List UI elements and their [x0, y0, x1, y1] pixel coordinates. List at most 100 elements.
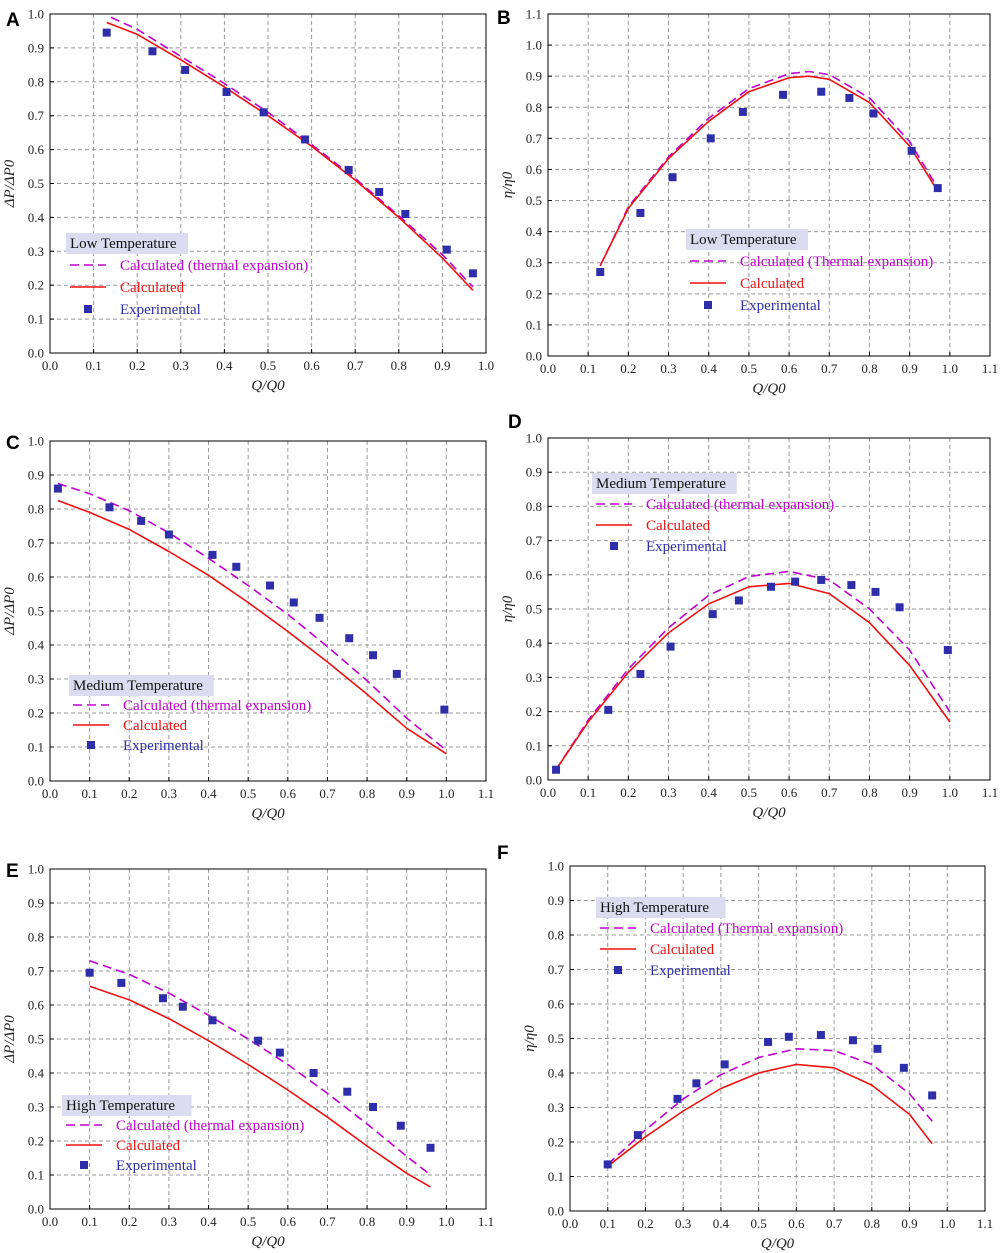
x-tick-label: 0.7 — [319, 786, 336, 801]
y-tick-label: 0.0 — [548, 1204, 564, 1219]
experimental-point — [873, 1044, 882, 1053]
experimental-point — [596, 268, 605, 277]
y-tick-label: 0.2 — [28, 278, 44, 293]
y-tick-label: 0.5 — [28, 604, 44, 619]
legend-title-background — [69, 675, 214, 696]
y-tick-label: 0.3 — [548, 1100, 564, 1115]
legend-calculated-label: Calculated — [650, 942, 715, 958]
legend-title: Low Temperature — [690, 232, 797, 248]
x-tick-label: 0.1 — [85, 358, 101, 373]
legend-title: Medium Temperature — [596, 476, 726, 492]
y-tick-label: 0.8 — [526, 100, 542, 115]
x-tick-label: 0.9 — [902, 785, 918, 800]
experimental-point — [668, 173, 677, 182]
y-tick-label: 0.1 — [526, 738, 542, 753]
x-tick-label: 0.4 — [200, 1214, 217, 1229]
legend-calculated-label: Calculated — [123, 718, 188, 734]
panel-label: A — [6, 10, 20, 31]
y-tick-label: 0.0 — [28, 774, 44, 789]
x-tick-label: 0.8 — [861, 785, 877, 800]
x-tick-label: 0.6 — [280, 1214, 297, 1229]
plot-frame — [49, 13, 487, 354]
experimental-point — [673, 1094, 682, 1103]
x-tick-label: 0.7 — [319, 1214, 336, 1229]
y-tick-label: 0.5 — [548, 1031, 564, 1046]
experimental-point — [442, 245, 451, 254]
experimental-point — [636, 208, 645, 217]
experimental-point — [369, 651, 378, 660]
y-tick-label: 1.0 — [526, 38, 542, 53]
experimental-point — [636, 669, 645, 678]
legend-title: High Temperature — [66, 1098, 175, 1114]
y-tick-label: 0.8 — [526, 499, 542, 514]
x-tick-label: 0.4 — [216, 358, 233, 373]
calculated-line — [106, 21, 474, 291]
y-tick-label: 1.0 — [28, 862, 44, 877]
y-tick-label: 0.4 — [28, 210, 45, 225]
y-tick-label: 0.3 — [28, 672, 44, 687]
x-tick-label: 0.3 — [161, 1214, 177, 1229]
legend-thermal-label: Calculated (Thermal expansion) — [740, 254, 933, 270]
y-tick-label: 0.4 — [548, 1066, 565, 1081]
x-tick-label: 0.6 — [788, 1216, 805, 1231]
y-axis-label: ΔP/ΔP0 — [2, 159, 18, 208]
y-axis-label: η/η0 — [500, 595, 516, 622]
x-tick-label: 1.1 — [478, 1214, 494, 1229]
experimental-point — [928, 1091, 937, 1100]
calculated-line — [57, 499, 447, 755]
thermal-expansion-line — [57, 482, 447, 752]
y-tick-label: 0.6 — [28, 998, 45, 1013]
legend-calculated-label: Calculated — [116, 1138, 181, 1154]
experimental-point — [708, 610, 717, 619]
experimental-point — [845, 93, 854, 102]
x-tick-label: 0.6 — [781, 785, 798, 800]
y-tick-label: 0.2 — [526, 286, 542, 301]
x-tick-label: 1.0 — [438, 1214, 454, 1229]
y-tick-label: 0.2 — [526, 704, 542, 719]
y-tick-label: 0.8 — [28, 74, 44, 89]
y-tick-label: 0.5 — [526, 193, 542, 208]
y-tick-label: 0.5 — [526, 602, 542, 617]
experimental-point — [784, 1032, 793, 1041]
chart-panel-e: 0.0 0.1 0.2 0.3 0.4 0.5 0.6 0.7 0.8 0.9 1.0 1.1 0.0 0… — [2, 861, 494, 1250]
legend-experimental-label: Experimental — [116, 1158, 197, 1174]
experimental-point — [426, 1143, 435, 1152]
x-tick-label: 0.3 — [161, 786, 177, 801]
x-tick-label: 1.1 — [977, 1216, 993, 1231]
x-tick-label: 0.8 — [864, 1216, 880, 1231]
x-tick-label: 0.2 — [121, 786, 137, 801]
thermal-expansion-line — [607, 1048, 933, 1165]
y-tick-label: 0.3 — [28, 244, 44, 259]
experimental-point — [440, 705, 449, 714]
experimental-point — [734, 596, 743, 605]
panel-label: F — [497, 843, 509, 864]
legend-title: High Temperature — [600, 900, 709, 916]
legend-experimental-marker — [80, 1161, 88, 1169]
experimental-point — [764, 1037, 773, 1046]
y-tick-label: 0.1 — [28, 312, 44, 327]
experimental-point — [158, 994, 167, 1003]
experimental-point — [603, 1160, 612, 1169]
x-tick-label: 0.9 — [399, 1214, 415, 1229]
y-axis-label: η/η0 — [522, 1025, 538, 1052]
y-tick-label: 0.0 — [526, 773, 542, 788]
legend-title: Low Temperature — [70, 236, 177, 252]
thermal-expansion-line — [89, 960, 431, 1176]
x-tick-label: 0.9 — [399, 786, 415, 801]
experimental-point — [933, 184, 942, 193]
x-axis-label: Q/Q0 — [761, 1236, 795, 1252]
legend-experimental-marker — [614, 966, 622, 974]
experimental-point — [871, 587, 880, 596]
y-tick-label: 0.6 — [526, 162, 543, 177]
legend-experimental-marker — [87, 741, 95, 749]
y-tick-label: 0.2 — [28, 1134, 44, 1149]
x-tick-label: 0.7 — [821, 361, 838, 376]
legend-thermal-label: Calculated (thermal expansion) — [123, 698, 311, 714]
legend-calculated-label: Calculated — [646, 518, 711, 534]
y-tick-label: 0.7 — [526, 533, 543, 548]
y-tick-label: 0.6 — [548, 997, 565, 1012]
experimental-point — [666, 642, 675, 651]
x-tick-label: 0.4 — [200, 786, 217, 801]
experimental-point — [275, 1048, 284, 1057]
experimental-point — [392, 669, 401, 678]
